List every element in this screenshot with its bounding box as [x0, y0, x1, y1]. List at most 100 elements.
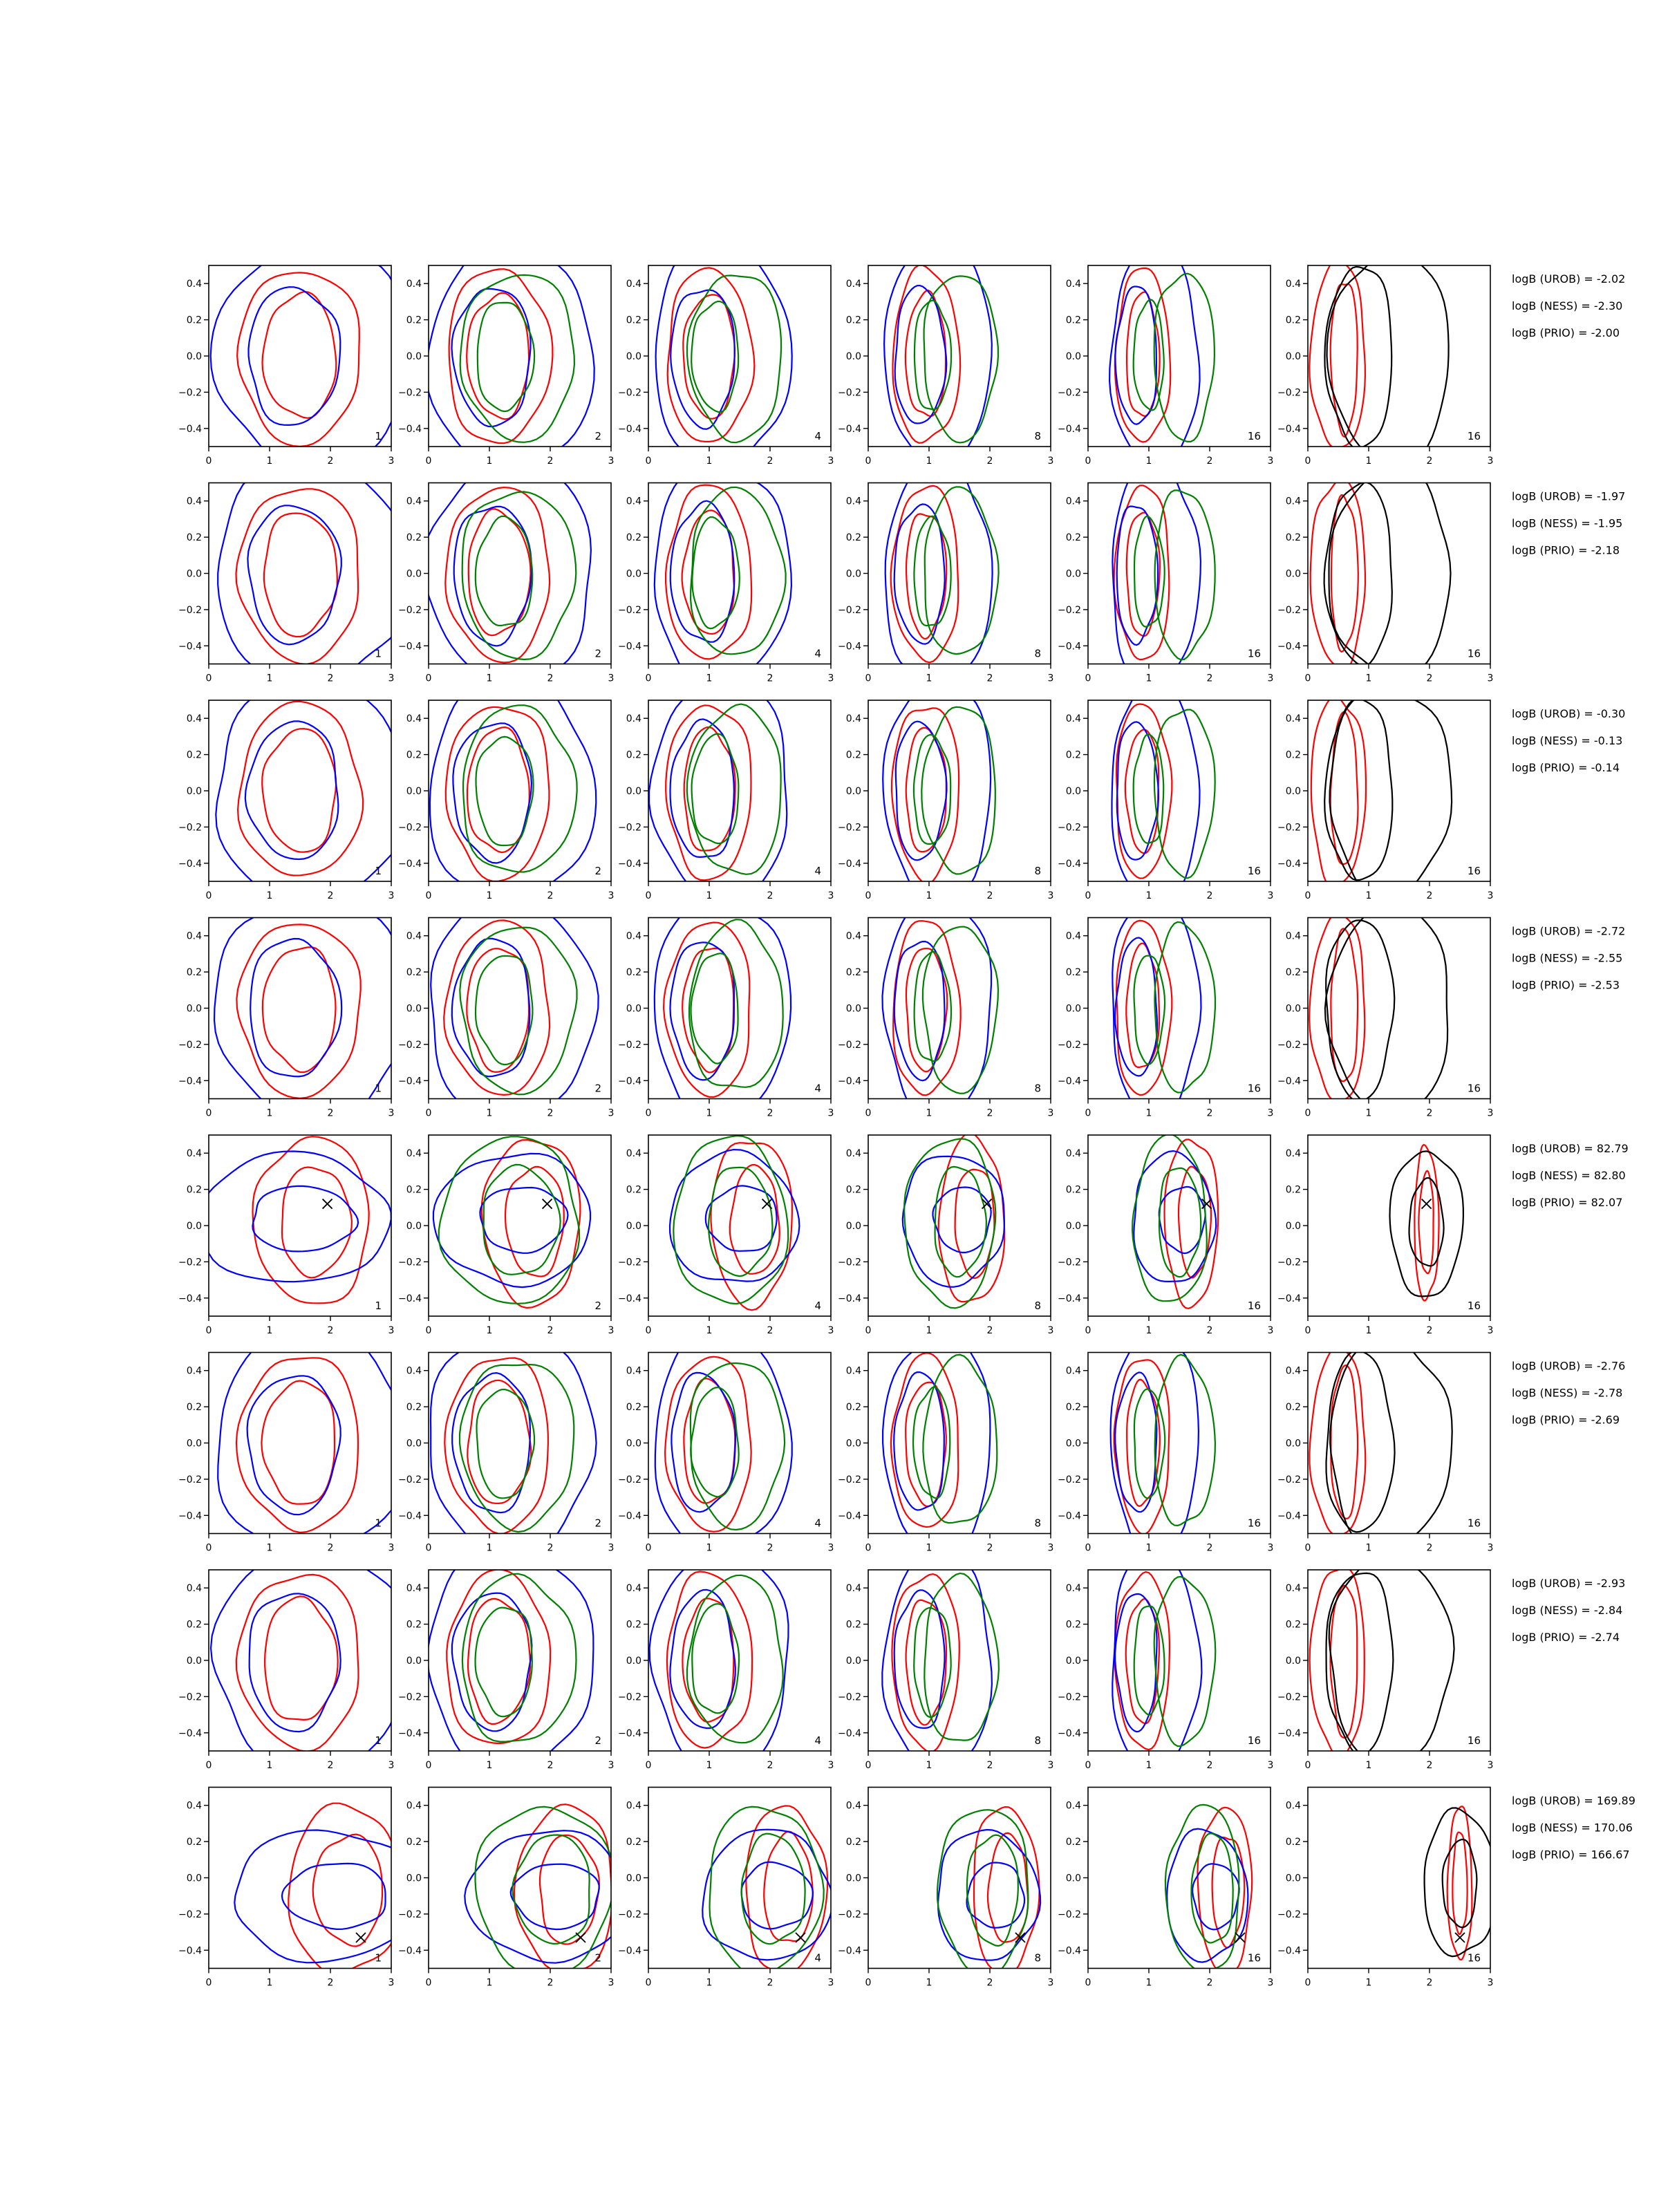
y-tick-label: −0.4	[1277, 859, 1301, 870]
panel: 0 1 2 3 0.4 0.2 0.0 −0.2 −0.4 16	[1277, 1786, 1493, 1989]
contour-line-blue	[429, 1570, 594, 1751]
y-tick-label: 0.2	[187, 1402, 202, 1413]
x-tick-label: 0	[206, 1978, 212, 1989]
contour-line-green	[686, 274, 782, 444]
logb-annotation: logB (PRIO) = -2.18	[1512, 544, 1620, 557]
panel: 0 1 2 3 0.4 0.2 0.0 −0.2 −0.4 16	[1058, 1786, 1273, 1989]
x-tick-label: 3	[388, 456, 395, 467]
contour-line-black	[1328, 1570, 1455, 1751]
contour-line-blue	[648, 700, 788, 881]
logb-annotation: logB (UROB) = -2.02	[1512, 272, 1625, 285]
logb-annotation: logB (PRIO) = -2.53	[1512, 979, 1620, 992]
y-tick-label: 0.2	[406, 1837, 422, 1848]
axes-frame	[428, 1134, 612, 1317]
panel: 0 1 2 3 0.4 0.2 0.0 −0.2 −0.4 16	[1058, 1351, 1274, 1554]
contour-line-red	[1116, 919, 1173, 1096]
y-tick-label: 0.4	[187, 1801, 202, 1812]
contour-line-red	[1330, 494, 1359, 653]
panel-label: 2	[594, 1082, 601, 1095]
x-tick-label: 3	[1048, 673, 1054, 684]
y-tick-label: 0.0	[1286, 1221, 1301, 1232]
contour-line-blue	[655, 265, 793, 447]
x-tick-label: 0	[206, 1543, 212, 1554]
x-tick-label: 0	[1305, 890, 1311, 901]
panel-label: 16	[1248, 430, 1261, 442]
x-tick-label: 0	[426, 673, 432, 684]
x-tick-label: 3	[1488, 890, 1494, 901]
x-tick-label: 2	[1207, 890, 1213, 901]
panel: 0 1 2 3 0.4 0.2 0.0 −0.2 −0.4 16	[1277, 265, 1494, 467]
contour-line-blue	[209, 1150, 391, 1283]
contour-line-blue	[217, 482, 391, 664]
panel-label: 1	[375, 1734, 382, 1747]
panel: 0 1 2 3 0.4 0.2 0.0 −0.2 −0.4 4	[618, 1134, 834, 1336]
contour-line-red	[443, 919, 551, 1096]
x-tick-label: 0	[646, 1543, 652, 1554]
x-tick-label: 2	[1427, 673, 1433, 684]
y-tick-label: 0.2	[846, 967, 861, 978]
x-tick-label: 2	[328, 1543, 334, 1554]
contour-line-red	[1114, 1571, 1170, 1751]
contour-line-red	[937, 1135, 1006, 1303]
panel: 0 1 2 3 0.4 0.2 0.0 −0.2 −0.4 2	[398, 1351, 614, 1554]
y-tick-label: −0.4	[618, 424, 641, 435]
x-tick-label: 0	[426, 1108, 432, 1119]
x-tick-label: 1	[487, 673, 493, 684]
contour-line-blue	[432, 1152, 592, 1288]
contour-line-red	[1330, 928, 1359, 1082]
x-tick-label: 2	[767, 890, 774, 901]
contour-group	[654, 1352, 793, 1534]
x-tick-label: 3	[828, 1325, 834, 1336]
contour-line-black	[1389, 1150, 1465, 1297]
contour-group	[432, 1136, 592, 1309]
y-tick-label: −0.2	[838, 387, 861, 398]
y-tick-label: 0.0	[1286, 351, 1301, 362]
contour-line-red	[261, 290, 337, 419]
contour-line-red	[986, 1832, 1029, 1943]
contour-line-red	[1309, 917, 1366, 1099]
contour-line-blue	[429, 700, 597, 881]
panel-label: 1	[375, 1952, 382, 1965]
contour-line-blue	[1112, 1570, 1203, 1751]
x-tick-label: 3	[1268, 1543, 1274, 1554]
y-tick-label: 0.2	[1286, 1185, 1301, 1196]
contour-line-blue	[882, 700, 992, 881]
y-tick-label: 0.4	[626, 931, 641, 942]
y-tick-label: −0.4	[1277, 1293, 1301, 1304]
y-tick-label: −0.4	[178, 1728, 202, 1739]
y-tick-label: −0.2	[838, 605, 861, 616]
x-tick-label: 3	[608, 1325, 615, 1336]
contour-line-green	[1153, 272, 1216, 442]
contour-line-green	[438, 1136, 581, 1304]
contour-line-green	[462, 704, 578, 873]
contour-line-blue	[893, 940, 946, 1082]
panel: 0 1 2 3 0.4 0.2 0.0 −0.2 −0.4 8	[838, 482, 1054, 684]
y-tick-label: 0.2	[1066, 967, 1081, 978]
y-tick-label: 0.2	[1286, 532, 1301, 543]
x-tick-label: 2	[1427, 1543, 1433, 1554]
contour-group	[429, 1352, 597, 1534]
x-tick-label: 1	[487, 1760, 493, 1771]
contour-line-green	[912, 1386, 951, 1499]
contour-line-green	[1153, 1575, 1217, 1747]
contour-line-red	[1418, 1170, 1434, 1275]
y-tick-label: 0.0	[406, 351, 422, 362]
x-tick-label: 3	[1488, 1760, 1494, 1771]
y-tick-label: 0.2	[626, 750, 641, 761]
y-tick-label: −0.4	[838, 424, 861, 435]
contour-line-blue	[1109, 1352, 1200, 1534]
contour-line-blue	[252, 1185, 359, 1253]
contour-line-green	[1154, 489, 1216, 661]
x-tick-label: 3	[608, 673, 615, 684]
x-tick-label: 3	[1488, 456, 1494, 467]
x-tick-label: 2	[767, 1108, 774, 1119]
y-tick-label: 0.2	[1286, 1620, 1301, 1631]
contour-line-green	[1154, 921, 1217, 1094]
contour-line-blue	[669, 718, 735, 859]
x-tick-label: 3	[1268, 890, 1274, 901]
contour-line-green	[459, 926, 578, 1096]
x-tick-label: 1	[706, 890, 713, 901]
panel-label: 16	[1468, 1952, 1481, 1965]
y-tick-label: 0.2	[1066, 532, 1081, 543]
contour-line-blue	[883, 265, 993, 447]
